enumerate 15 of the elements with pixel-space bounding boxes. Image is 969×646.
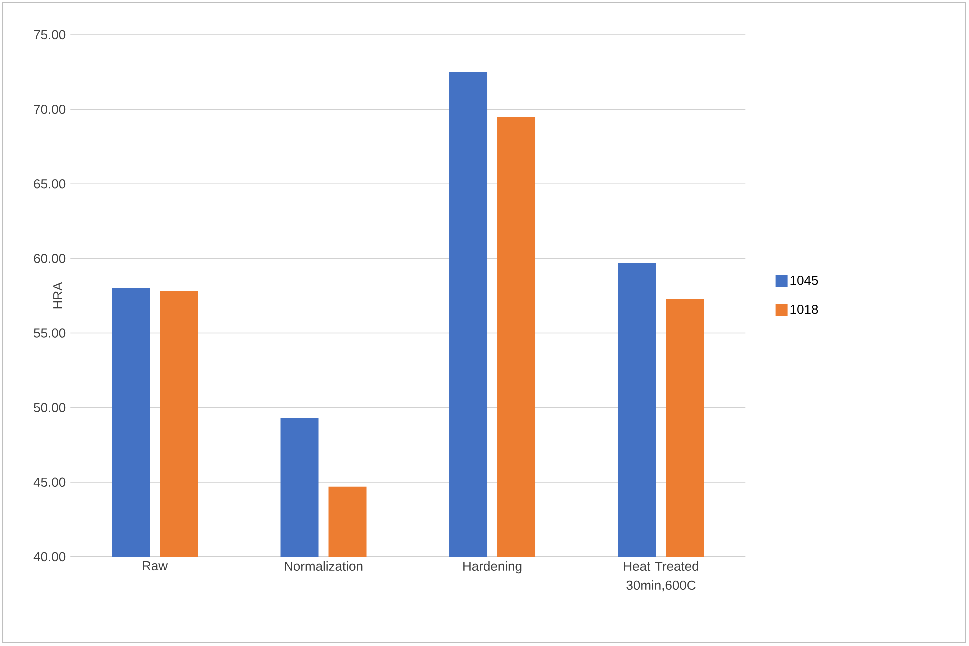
y-tick-label: 65.00 [34,180,66,189]
legend-label: 1018 [790,304,818,314]
y-tick-label: 75.00 [34,30,66,40]
x-tick-label: Normalization [285,562,363,572]
x-tick-label: Hardening [464,562,522,574]
x-tick-label: Raw [143,562,168,571]
y-axis-title: HRA [54,282,62,309]
legend-label: 1045 [790,276,818,286]
x-tick-label: Heat Treated 30min,600C [624,562,698,592]
y-tick-label: 45.00 [34,478,66,488]
y-tick-label: 50.00 [34,403,66,412]
y-tick-label: 70.00 [34,104,66,114]
y-tick-label: 60.00 [34,254,66,264]
y-tick-label: 55.00 [34,328,66,338]
y-tick-label: 40.00 [34,552,66,562]
